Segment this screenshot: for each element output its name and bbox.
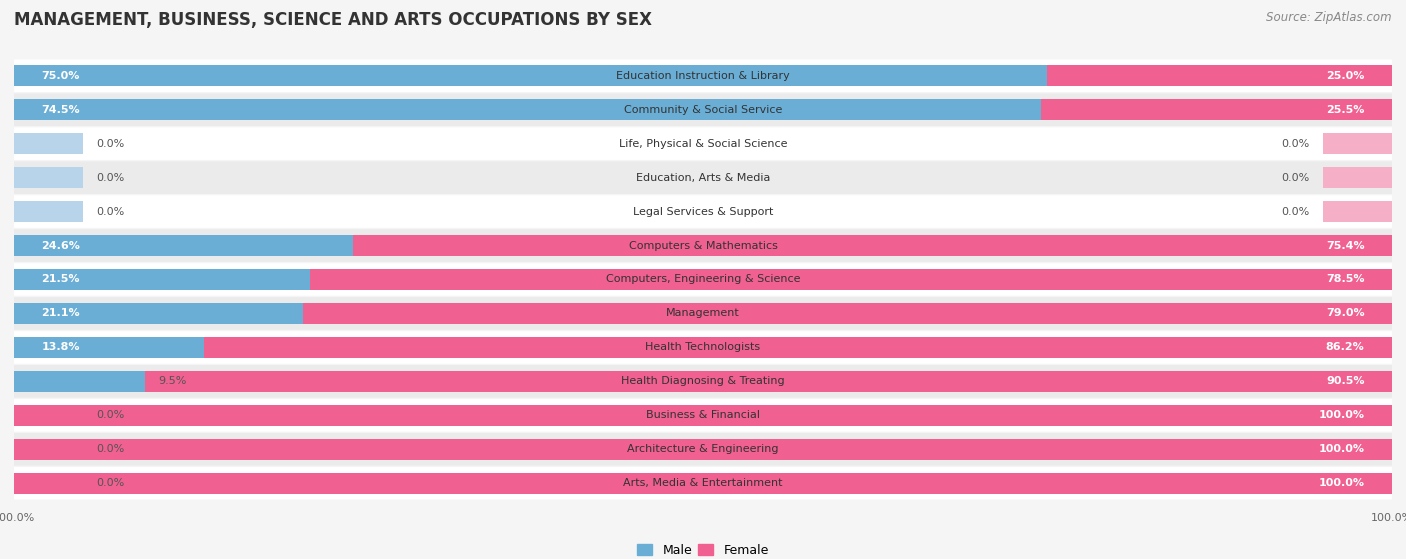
Bar bbox=[311, 269, 1392, 290]
Bar bbox=[14, 235, 353, 256]
FancyBboxPatch shape bbox=[14, 467, 1392, 500]
Text: 75.4%: 75.4% bbox=[1326, 240, 1364, 250]
FancyBboxPatch shape bbox=[14, 162, 1392, 194]
Text: 13.8%: 13.8% bbox=[42, 343, 80, 352]
Text: Management: Management bbox=[666, 309, 740, 319]
Legend: Male, Female: Male, Female bbox=[633, 539, 773, 559]
Bar bbox=[304, 303, 1392, 324]
Text: Source: ZipAtlas.com: Source: ZipAtlas.com bbox=[1267, 11, 1392, 24]
FancyBboxPatch shape bbox=[14, 399, 1392, 432]
Bar bbox=[14, 65, 1047, 86]
Bar bbox=[1047, 65, 1392, 86]
Text: Legal Services & Support: Legal Services & Support bbox=[633, 207, 773, 216]
Text: 100.0%: 100.0% bbox=[1319, 410, 1364, 420]
Text: 74.5%: 74.5% bbox=[42, 105, 80, 115]
FancyBboxPatch shape bbox=[14, 93, 1392, 126]
Text: 25.0%: 25.0% bbox=[1326, 71, 1364, 81]
Text: 86.2%: 86.2% bbox=[1326, 343, 1364, 352]
Text: 25.5%: 25.5% bbox=[1326, 105, 1364, 115]
Text: 78.5%: 78.5% bbox=[1326, 274, 1364, 285]
Bar bbox=[14, 201, 83, 222]
Bar bbox=[14, 99, 1040, 120]
Bar bbox=[14, 167, 83, 188]
Bar bbox=[14, 303, 305, 324]
FancyBboxPatch shape bbox=[14, 59, 1392, 92]
FancyBboxPatch shape bbox=[14, 433, 1392, 466]
Text: Computers & Mathematics: Computers & Mathematics bbox=[628, 240, 778, 250]
FancyBboxPatch shape bbox=[14, 297, 1392, 330]
Text: Arts, Media & Entertainment: Arts, Media & Entertainment bbox=[623, 478, 783, 488]
Text: 0.0%: 0.0% bbox=[1281, 139, 1309, 149]
Bar bbox=[14, 133, 83, 154]
Text: 75.0%: 75.0% bbox=[42, 71, 80, 81]
Text: Computers, Engineering & Science: Computers, Engineering & Science bbox=[606, 274, 800, 285]
Bar bbox=[14, 405, 83, 426]
Bar bbox=[14, 473, 1392, 494]
FancyBboxPatch shape bbox=[14, 365, 1392, 397]
Bar bbox=[14, 337, 204, 358]
Text: 21.1%: 21.1% bbox=[42, 309, 80, 319]
Text: 100.0%: 100.0% bbox=[1319, 444, 1364, 454]
Bar bbox=[14, 439, 1392, 460]
Text: 21.5%: 21.5% bbox=[42, 274, 80, 285]
FancyBboxPatch shape bbox=[14, 331, 1392, 364]
Bar bbox=[1323, 167, 1392, 188]
Bar bbox=[14, 439, 83, 460]
Bar bbox=[14, 473, 83, 494]
Text: MANAGEMENT, BUSINESS, SCIENCE AND ARTS OCCUPATIONS BY SEX: MANAGEMENT, BUSINESS, SCIENCE AND ARTS O… bbox=[14, 11, 652, 29]
Text: 0.0%: 0.0% bbox=[97, 478, 125, 488]
Text: Health Technologists: Health Technologists bbox=[645, 343, 761, 352]
Bar bbox=[14, 269, 311, 290]
Bar bbox=[14, 371, 145, 392]
Text: Education, Arts & Media: Education, Arts & Media bbox=[636, 173, 770, 183]
Bar bbox=[1323, 201, 1392, 222]
Text: 90.5%: 90.5% bbox=[1326, 376, 1364, 386]
Text: 100.0%: 100.0% bbox=[1319, 478, 1364, 488]
Text: Health Diagnosing & Treating: Health Diagnosing & Treating bbox=[621, 376, 785, 386]
Bar bbox=[353, 235, 1392, 256]
FancyBboxPatch shape bbox=[14, 263, 1392, 296]
Text: 0.0%: 0.0% bbox=[97, 444, 125, 454]
FancyBboxPatch shape bbox=[14, 229, 1392, 262]
Text: 0.0%: 0.0% bbox=[97, 139, 125, 149]
Text: 0.0%: 0.0% bbox=[97, 207, 125, 216]
Text: Business & Financial: Business & Financial bbox=[645, 410, 761, 420]
Text: 0.0%: 0.0% bbox=[97, 410, 125, 420]
Text: 24.6%: 24.6% bbox=[42, 240, 80, 250]
Text: 0.0%: 0.0% bbox=[1281, 173, 1309, 183]
Bar bbox=[204, 337, 1392, 358]
Bar bbox=[1323, 133, 1392, 154]
Bar bbox=[1040, 99, 1392, 120]
Text: 79.0%: 79.0% bbox=[1326, 309, 1364, 319]
FancyBboxPatch shape bbox=[14, 127, 1392, 160]
Text: Architecture & Engineering: Architecture & Engineering bbox=[627, 444, 779, 454]
Text: Life, Physical & Social Science: Life, Physical & Social Science bbox=[619, 139, 787, 149]
Bar bbox=[14, 405, 1392, 426]
Text: 0.0%: 0.0% bbox=[97, 173, 125, 183]
FancyBboxPatch shape bbox=[14, 195, 1392, 228]
Text: 0.0%: 0.0% bbox=[1281, 207, 1309, 216]
Text: Community & Social Service: Community & Social Service bbox=[624, 105, 782, 115]
Text: 9.5%: 9.5% bbox=[159, 376, 187, 386]
Text: Education Instruction & Library: Education Instruction & Library bbox=[616, 71, 790, 81]
Bar bbox=[145, 371, 1392, 392]
